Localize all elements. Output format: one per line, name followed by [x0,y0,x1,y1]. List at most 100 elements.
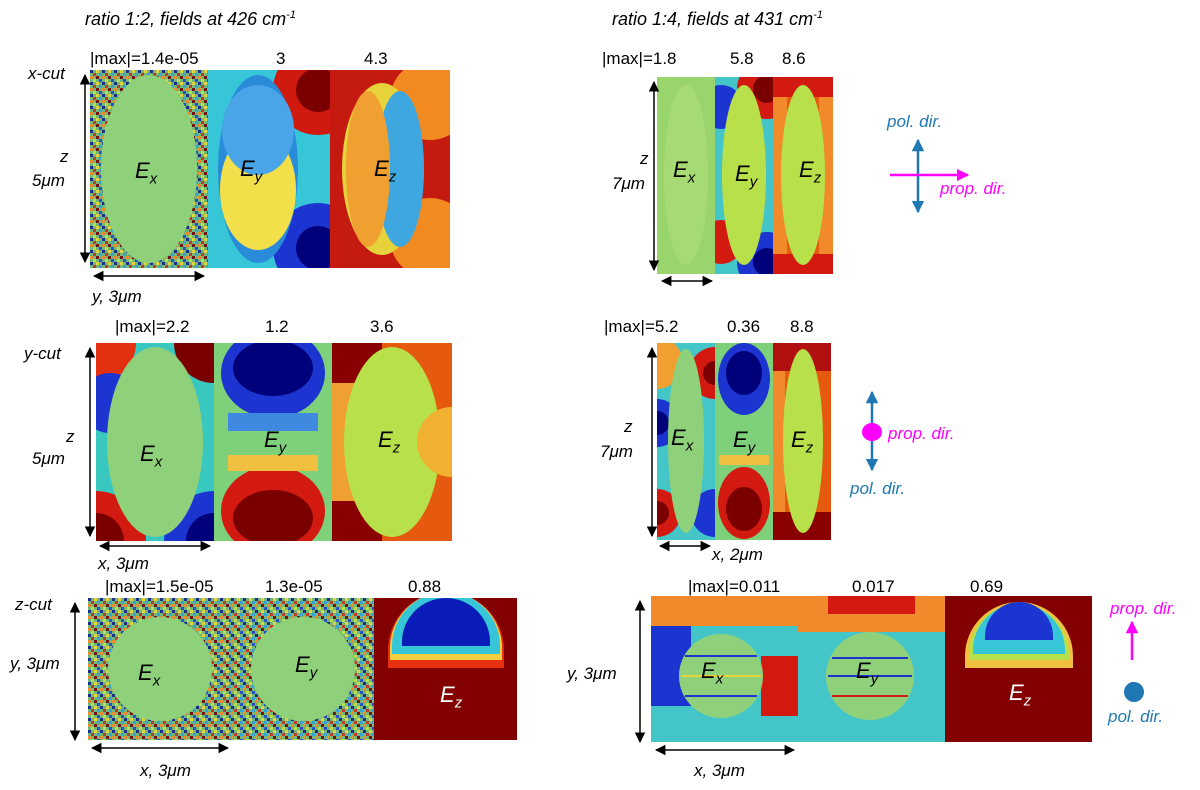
right-row1-max-ex: |max|=1.8 [602,49,677,68]
left-row3-ez-label: Ez [440,682,463,712]
left-row1-ey-label: Ey [240,156,263,186]
left-row2-ex-label: Ex [140,441,163,471]
right-row3-max-ey: 0.017 [852,577,895,596]
right-row3-vlabel: y, 3μm [567,664,617,683]
left-row2-max-ey: 1.2 [265,317,289,336]
left-row2-ex-panel: Ex [96,343,214,541]
right-row3-hlabel: x, 3μm [694,761,745,780]
left-row3-hlabel: x, 3μm [140,761,191,780]
legend3-pol-label: pol. dir. [1108,707,1164,726]
right-row2-ey-map [715,343,773,540]
left-row1-vlabel-axis: z [60,147,69,166]
left-row2-max-ez: 3.6 [370,317,394,336]
left-row2-ex-map [96,343,214,541]
legend2-prop-dot [862,423,882,441]
left-row3-ex-map [88,598,231,740]
left-row2-max-ex: |max|=2.2 [115,317,190,336]
right-title-sup: -1 [813,9,823,21]
left-row3-vlabel: y, 3μm [10,654,60,673]
left-row1-cut-label: x-cut [28,64,65,83]
right-row2-ex-panel: Ex [657,343,715,540]
left-row2-vlabel-axis: z [66,427,75,446]
left-row1-ez-label: Ez [374,156,397,186]
legend3-pol-dot [1124,682,1144,702]
right-row2-vlabel-axis: z [624,417,633,436]
left-row1-max-ez: 4.3 [364,49,388,68]
left-row3-ey-panel: Ey [231,598,374,740]
left-row2-ey-label: Ey [264,427,287,457]
left-row2-ey-panel: Ey [214,343,332,541]
left-row1-ey-panel: Ey [208,70,330,268]
legend3-prop-label: prop. dir. [1110,599,1177,618]
left-row2-cut-label: y-cut [24,344,61,363]
left-row3-ex-panel: Ex [88,598,231,740]
left-title-sup: -1 [286,9,296,21]
left-row2-ez-panel: Ez [332,343,452,541]
right-row3-ex-map [651,596,798,742]
right-row2-max-ez: 8.8 [790,317,814,336]
right-row2-ex-map [657,343,715,540]
right-row1-max-ey: 5.8 [730,49,754,68]
right-row3-ey-panel: Ey [798,596,945,742]
left-row2-ey-map [214,343,332,541]
left-row1-vlabel-len: 5μm [32,171,65,190]
right-row3-ex-label: Ex [701,658,724,688]
left-row3-ey-label: Ey [295,652,318,682]
right-row1-ez-panel: Ez [773,77,833,274]
right-row2-ez-map [773,343,831,540]
right-row1-ey-map [715,77,773,274]
right-row1-ex-label: Ex [673,157,696,187]
left-row3-ex-label: Ex [138,660,161,690]
left-row1-hlabel: y, 3μm [92,287,142,306]
right-row1-ex-panel: Ex [657,77,715,274]
right-row2-max-ey: 0.36 [727,317,761,336]
right-title: ratio 1:4, fields at 431 cm-1 [612,9,823,29]
right-row1-ey-panel: Ey [715,77,773,274]
right-row2-ez-label: Ez [791,427,814,457]
right-row2-ey-panel: Ey [715,343,773,540]
right-row1-vlabel-len: 7μm [612,174,645,193]
right-row1-vlabel-axis: z [640,149,649,168]
left-row1-ez-map [330,70,450,268]
right-row1-ez-map [773,77,833,274]
left-row1-ex-label: Ex [135,158,158,188]
right-row3-max-ex: |max|=0.011 [688,577,781,596]
right-row3-max-ez: 0.69 [970,577,1004,596]
left-row1-max-ex: |max|=1.4e-05 [90,49,199,68]
right-row2-ey-label: Ey [733,427,756,457]
legend2-pol-label: pol. dir. [850,479,906,498]
left-row3-ey-map [231,598,374,740]
left-row3-max-ey: 1.3e-05 [265,577,323,596]
left-row1-ez-panel: Ez [330,70,450,268]
left-row3-max-ex: |max|=1.5e-05 [105,577,214,596]
left-row1-ey-map [208,70,330,268]
right-row3-ex-panel: Ex [651,596,798,742]
right-row3-ez-map [945,596,1092,742]
legend2-prop-label: prop. dir. [888,424,955,443]
right-row2-ex-label: Ex [671,425,694,455]
right-row2-max-ex: |max|=5.2 [604,317,679,336]
left-row1-ex-map [90,70,208,268]
right-row3-ey-map [798,596,945,742]
legend1-pol-label: pol. dir. [887,112,943,131]
left-row2-hlabel: x, 3μm [98,554,149,573]
right-row3-ey-label: Ey [856,658,879,688]
right-row1-ex-map [657,77,715,274]
left-row3-ez-map [374,598,517,740]
right-row2-ez-panel: Ez [773,343,831,540]
left-row3-cut-label: z-cut [15,595,52,614]
left-row2-ez-map [332,343,452,541]
right-title-text: ratio 1:4, fields at 431 cm [612,9,814,29]
left-row1-ex-panel: Ex [90,70,208,268]
right-row3-ez-panel: Ez [945,596,1092,742]
right-row1-ey-label: Ey [735,161,758,191]
right-row1-max-ez: 8.6 [782,49,806,68]
right-row3-ez-label: Ez [1009,680,1032,710]
left-title: ratio 1:2, fields at 426 cm-1 [85,9,296,29]
left-row2-ez-label: Ez [378,427,401,457]
left-row1-max-ey: 3 [276,49,286,68]
right-row2-hlabel: x, 2μm [712,545,763,564]
left-row2-vlabel-len: 5μm [32,449,65,468]
left-row3-max-ez: 0.88 [408,577,442,596]
